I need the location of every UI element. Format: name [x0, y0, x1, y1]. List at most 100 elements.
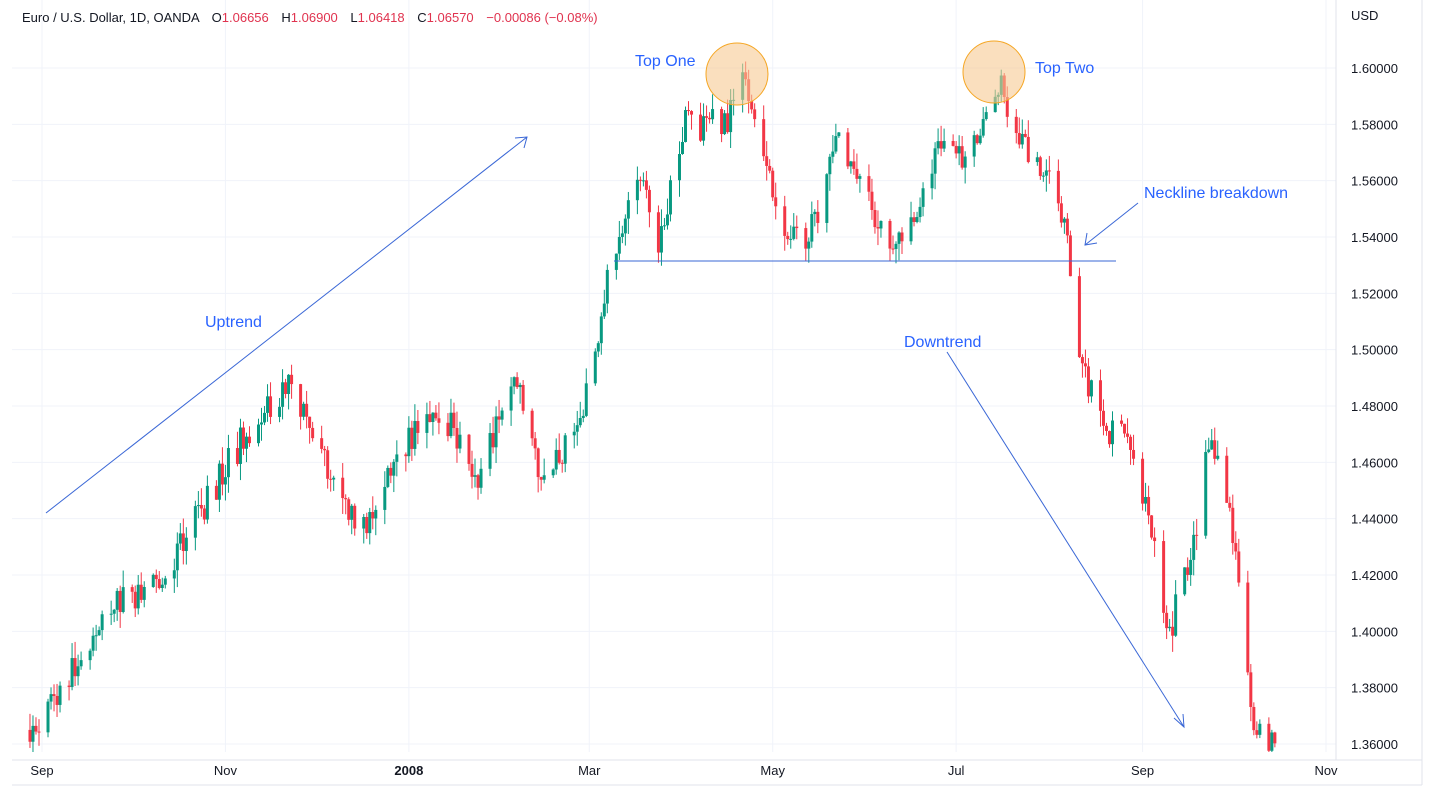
- candle-body: [142, 586, 146, 600]
- top-one-label: Top One: [635, 53, 696, 70]
- uptrend-label: Uptrend: [205, 314, 262, 331]
- candle-body: [1270, 732, 1274, 751]
- y-tick-label: 1.56000: [1351, 174, 1398, 189]
- candle-body: [771, 170, 775, 198]
- downtrend-label: Downtrend: [904, 334, 981, 351]
- high-label: H: [281, 10, 291, 25]
- candle-body: [241, 427, 245, 449]
- candle-body: [395, 454, 399, 462]
- candle-body: [915, 217, 919, 222]
- uptrend-arrow-line[interactable]: [45, 136, 528, 514]
- candle-body: [1038, 157, 1042, 176]
- candle-body: [1065, 218, 1069, 236]
- candle-body: [263, 412, 267, 423]
- candle-body: [404, 454, 408, 457]
- candle-body: [320, 438, 324, 449]
- candle-body: [1080, 357, 1084, 364]
- candle-body: [28, 729, 32, 742]
- candle-body: [1041, 175, 1045, 177]
- symbol-name[interactable]: Euro / U.S. Dollar, 1D, OANDA: [22, 10, 200, 25]
- candle-body: [909, 217, 913, 242]
- candle-body: [1258, 723, 1262, 735]
- candle-body: [939, 141, 943, 149]
- candle-body: [1231, 507, 1235, 544]
- candle-body: [163, 578, 167, 585]
- y-tick-label: 1.60000: [1351, 61, 1398, 76]
- candle-body: [659, 226, 663, 253]
- candle-body: [308, 416, 312, 428]
- candle-body: [1086, 366, 1090, 397]
- candle-body: [178, 533, 182, 544]
- candle-body: [708, 117, 712, 120]
- candle-body: [374, 509, 378, 519]
- candle-body: [1192, 534, 1196, 560]
- candle-body: [97, 630, 101, 636]
- candle-body: [407, 427, 411, 457]
- x-tick-label: 2008: [394, 763, 423, 778]
- candle-body: [825, 174, 829, 223]
- candle-body: [1165, 612, 1169, 629]
- candle-body: [488, 433, 492, 469]
- candle-body: [269, 396, 273, 417]
- candle-body: [578, 418, 582, 426]
- downtrend-arrow-line[interactable]: [946, 351, 1185, 728]
- candle-body: [816, 211, 820, 223]
- candle-body: [371, 512, 375, 519]
- low-label: L: [350, 10, 358, 25]
- candle-body: [1228, 502, 1232, 508]
- candle-body: [617, 236, 621, 254]
- top-one-marker[interactable]: [705, 42, 769, 106]
- candle-body: [1171, 626, 1175, 636]
- candle-body: [894, 243, 898, 249]
- candle-body: [383, 486, 387, 510]
- candle-body: [121, 587, 125, 612]
- candle-body: [1111, 420, 1115, 445]
- candle-body: [1132, 449, 1136, 459]
- candle-body: [891, 248, 895, 250]
- candle-body: [702, 116, 706, 141]
- candle-body: [1255, 730, 1259, 735]
- top-two-marker[interactable]: [962, 40, 1026, 104]
- candle-body: [235, 448, 239, 464]
- candle-body: [350, 505, 354, 520]
- candle-body: [160, 584, 164, 588]
- candle-body: [362, 516, 366, 529]
- candle-body: [500, 410, 504, 420]
- candle-body: [846, 132, 850, 167]
- candle-body: [115, 590, 119, 610]
- candle-body: [491, 433, 495, 448]
- candle-body: [497, 416, 501, 420]
- candle-body: [452, 412, 456, 429]
- candle-body: [918, 206, 922, 218]
- candle-body: [644, 180, 648, 190]
- candle-body: [879, 220, 883, 229]
- x-tick-label: Jul: [948, 763, 965, 778]
- candle-body: [244, 436, 248, 449]
- candle-body: [428, 414, 432, 422]
- candle-body: [109, 613, 113, 615]
- candle-body: [220, 463, 224, 485]
- candle-body: [266, 396, 270, 413]
- candle-body: [392, 461, 396, 476]
- y-tick-label: 1.46000: [1351, 455, 1398, 470]
- candle-body: [299, 384, 303, 417]
- candle-body: [638, 179, 642, 181]
- low-value: 1.06418: [357, 10, 405, 25]
- candle-body: [783, 206, 787, 236]
- candle-body: [1129, 436, 1133, 450]
- candle-body: [1174, 594, 1178, 636]
- candle-body: [684, 110, 688, 142]
- candle-body: [711, 109, 715, 120]
- candle-body: [31, 725, 35, 742]
- candle-body: [223, 477, 227, 485]
- candle-body: [1189, 559, 1193, 575]
- candle-body: [876, 227, 880, 229]
- neckline-arrow-line[interactable]: [1084, 202, 1139, 246]
- open-label: O: [211, 10, 222, 25]
- candle-body: [278, 406, 282, 417]
- candle-body: [1089, 380, 1093, 397]
- candle-body: [1056, 170, 1060, 204]
- candle-body: [957, 146, 961, 154]
- candle-body: [1234, 543, 1238, 552]
